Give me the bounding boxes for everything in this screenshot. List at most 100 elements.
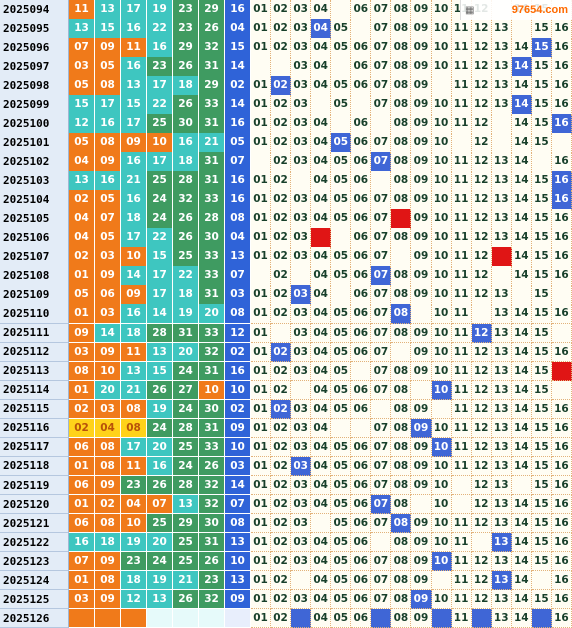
distribution-cell: 11 [451,38,472,58]
distribution-cell: 03 [291,152,312,172]
distribution-cell: 06 [351,152,372,172]
distribution-cell: 06 [351,0,372,20]
distribution-cell: 16 [551,513,572,534]
distribution-cell: 07 [371,228,392,248]
blue-ball-cell: 09 [225,589,251,610]
distribution-cell: 14 [511,494,532,515]
distribution-cell: 16 [551,570,572,591]
distribution-cell: 13 [491,171,512,191]
distribution-cell: 06 [351,475,372,496]
distribution-cell: 09 [411,456,432,477]
distribution-cell [471,532,492,553]
distribution-cell: 01 [251,304,272,324]
issue-number: 2025116 [0,418,69,439]
distribution-cell: 13 [491,589,512,610]
distribution-cell [311,513,332,534]
distribution-cell: 03 [291,19,312,39]
distribution-cell: 03 [291,209,312,229]
distribution-cell: 02 [271,152,292,172]
red-ball-cell: 31 [199,57,225,77]
distribution-cell: 08 [391,570,412,591]
distribution-cell: 09 [411,209,432,229]
blue-ball-cell: 08 [225,209,251,229]
distribution-cell: 02 [271,380,292,401]
distribution-cell: 13 [491,551,512,572]
red-ball-cell: 06 [69,475,95,496]
red-ball-cell: 18 [173,152,199,172]
issue-number: 2025119 [0,475,69,496]
red-ball-cell: 16 [121,57,147,77]
distribution-cell [291,171,312,191]
distribution-cell: 10 [431,171,452,191]
distribution-cell: 04 [311,133,332,153]
distribution-cell: 09 [411,19,432,39]
distribution-cell: 10 [431,266,452,286]
blue-ball-cell: 16 [225,171,251,191]
distribution-cell: 02 [271,171,292,191]
distribution-cell: 13 [491,38,512,58]
distribution-cell: 01 [251,551,272,572]
distribution-cell: 04 [311,608,332,628]
distribution-cell: 07 [371,342,392,363]
distribution-cell [451,475,472,496]
distribution-cell: 06 [351,133,372,153]
red-ball-cell: 19 [173,304,199,324]
red-ball-cell: 09 [95,551,121,572]
distribution-cell: 14 [511,342,532,363]
distribution-cell: 01 [251,570,272,591]
distribution-cell: 03 [291,38,312,58]
distribution-cell: 11 [451,152,472,172]
distribution-cell: 06 [351,247,372,267]
issue-number: 2025098 [0,76,69,96]
distribution-cell: 16 [551,437,572,458]
red-ball-cell: 04 [121,494,147,515]
distribution-cell: 04 [311,361,332,382]
red-ball-cell: 17 [121,114,147,134]
distribution-cell: 03 [291,133,312,153]
distribution-cell: 09 [411,437,432,458]
red-ball-cell: 23 [199,570,225,591]
distribution-cell: 02 [271,361,292,382]
distribution-cell: 14 [511,437,532,458]
red-ball-cell: 05 [95,57,121,77]
distribution-cell [531,152,552,172]
distribution-cell: 08 [391,76,412,96]
distribution-cell: 12 [471,418,492,439]
distribution-cell [351,361,372,382]
red-ball-cell: 16 [147,38,173,58]
distribution-cell: 01 [251,114,272,134]
red-ball-cell: 11 [69,0,95,20]
red-ball-cell: 07 [147,494,173,515]
blue-ball-cell: 16 [225,0,251,20]
distribution-cell: 04 [311,589,332,610]
distribution-cell: 04 [311,285,332,305]
red-ball-cell: 04 [69,152,95,172]
distribution-cell: 01 [251,190,272,210]
distribution-cell [371,608,392,628]
red-ball-cell: 32 [199,475,225,496]
red-ball-cell: 17 [147,285,173,305]
distribution-cell: 16 [551,456,572,477]
distribution-cell: 08 [391,323,412,344]
distribution-cell: 12 [471,399,492,420]
distribution-cell [511,285,532,305]
red-ball-cell: 09 [69,323,95,344]
distribution-cell: 15 [531,456,552,477]
distribution-cell: 07 [371,437,392,458]
distribution-cell: 06 [351,57,372,77]
red-ball-cell: 26 [199,19,225,39]
red-ball-cell: 32 [199,342,225,363]
distribution-cell: 12 [471,152,492,172]
distribution-cell: 01 [251,209,272,229]
distribution-cell: 01 [251,0,272,20]
distribution-cell: 13 [491,437,512,458]
distribution-cell: 08 [391,399,412,420]
distribution-cell: 11 [451,266,472,286]
blue-ball-cell: 13 [225,532,251,553]
distribution-cell: 07 [371,57,392,77]
distribution-cell: 04 [311,304,332,324]
distribution-cell [271,57,292,77]
red-ball-cell: 21 [121,171,147,191]
distribution-cell [391,209,412,229]
red-ball-cell: 08 [121,418,147,439]
